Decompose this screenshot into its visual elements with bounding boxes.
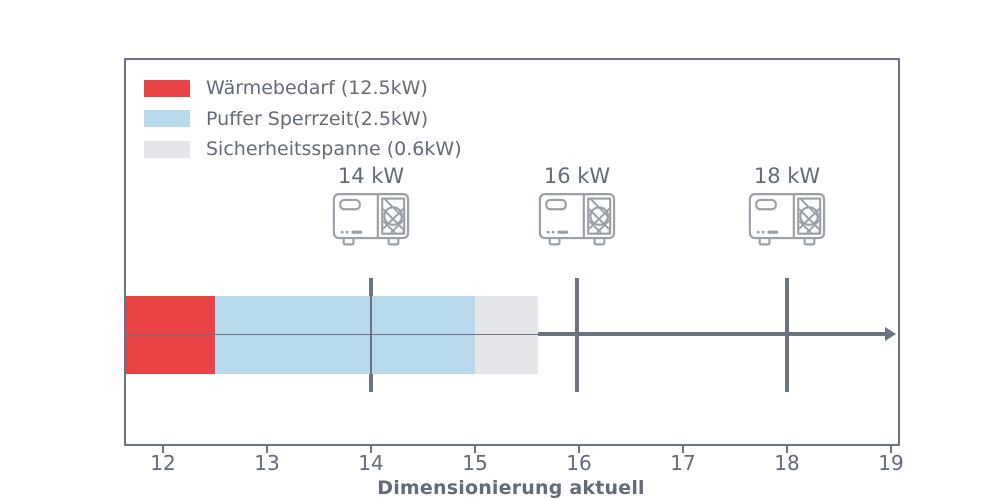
- tick-mark: [370, 446, 372, 453]
- pump-line-14kw-overlay: [370, 278, 372, 392]
- tick-mark: [682, 446, 684, 453]
- pump-line-18kw-overlay: [786, 278, 788, 392]
- legend-swatch-red: [144, 79, 190, 97]
- bar-segment-sicherheitsspanne: [475, 296, 538, 374]
- tick-label-12: 12: [150, 451, 176, 475]
- tick-mark: [474, 446, 476, 453]
- legend-label: Wärmebedarf (12.5kW): [206, 77, 428, 99]
- legend-swatch-gray: [144, 140, 190, 158]
- legend-swatch-blue: [144, 110, 190, 127]
- tick-label-15: 15: [462, 451, 488, 475]
- tick-label-18: 18: [774, 451, 800, 475]
- tick-mark: [266, 446, 268, 453]
- heat-pump-icon: [537, 191, 617, 248]
- tick-label-14: 14: [358, 451, 384, 475]
- pump-marker-14kw: 14 kW: [326, 163, 416, 248]
- tick-label-16: 16: [566, 451, 592, 475]
- pump-label: 16 kW: [543, 164, 611, 188]
- heat-pump-icon: [747, 191, 827, 248]
- tick-mark: [786, 446, 788, 453]
- axis-arrowhead-icon: [885, 327, 896, 342]
- x-axis-label: Dimensionierung aktuell: [377, 477, 645, 499]
- tick-label-13: 13: [254, 451, 280, 475]
- legend-item-waermebedarf: Wärmebedarf (12.5kW): [144, 77, 428, 99]
- tick-mark: [890, 446, 892, 453]
- legend-label: Puffer Sperrzeit(2.5kW): [206, 107, 429, 130]
- tick-mark: [578, 446, 580, 453]
- bar-segment-puffer-sperrzeit: [215, 296, 475, 374]
- tick-label-19: 19: [878, 451, 904, 475]
- pump-line-16kw-overlay: [576, 278, 578, 392]
- heat-pump-icon: [331, 191, 411, 248]
- legend-label: Sicherheitsspanne (0.6kW): [206, 138, 462, 160]
- pump-label: 18 kW: [753, 164, 821, 188]
- bar-segment-waermebedarf: [126, 296, 215, 374]
- pump-marker-18kw: 18 kW: [742, 163, 832, 248]
- pump-marker-16kw: 16 kW: [532, 163, 622, 248]
- legend-item-sicherheitsspanne: Sicherheitsspanne (0.6kW): [144, 138, 462, 160]
- legend-item-puffer-sperrzeit: Puffer Sperrzeit(2.5kW): [144, 108, 428, 130]
- axis-line-overlay: [126, 333, 885, 335]
- tick-label-17: 17: [670, 451, 696, 475]
- pump-label: 14 kW: [337, 164, 405, 188]
- tick-mark: [162, 446, 164, 453]
